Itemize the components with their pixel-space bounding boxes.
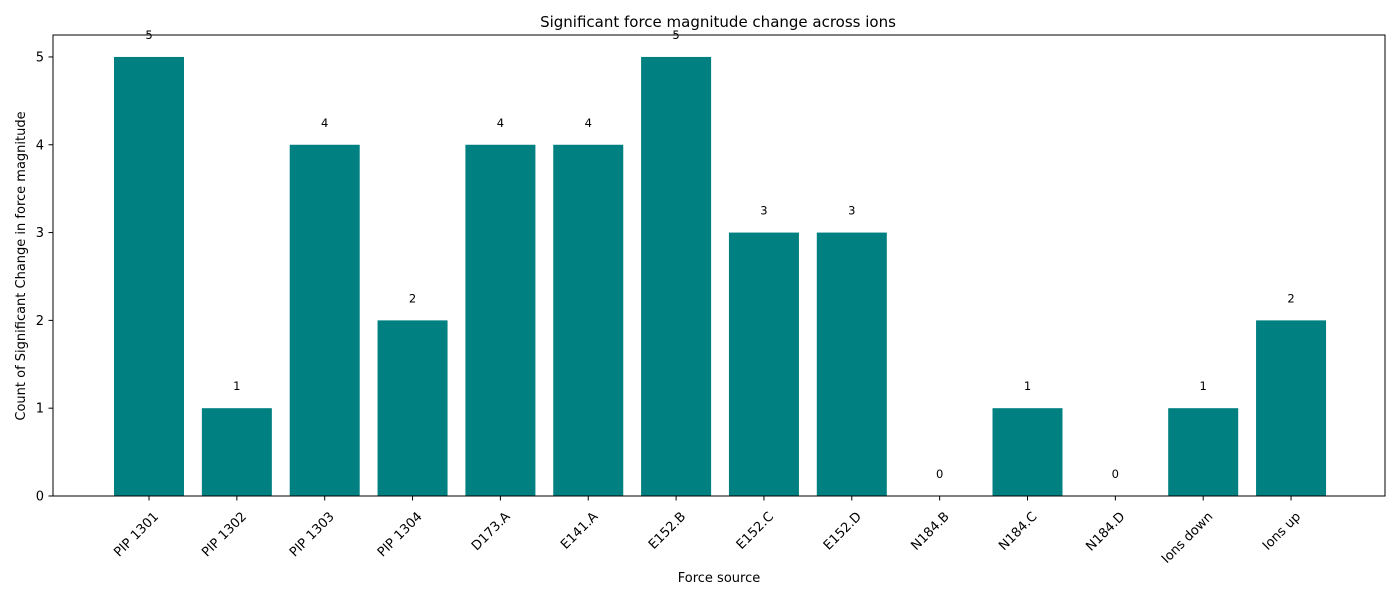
data-label: 4 [497, 116, 504, 130]
x-tick-label: E152.D [821, 509, 865, 553]
bar-d173-a [465, 144, 536, 496]
bar-ions-up [1256, 320, 1327, 496]
x-tick-label: Ions down [1159, 509, 1216, 566]
x-tick-label: E141.A [558, 509, 601, 552]
x-tick-label: PIP 1301 [111, 509, 162, 560]
data-label: 0 [1112, 467, 1119, 481]
data-label: 3 [760, 204, 767, 218]
x-tick-label: N184.C [996, 509, 1040, 553]
bar-pip-1301 [114, 56, 184, 496]
data-label: 2 [1287, 291, 1294, 305]
y-tick-label: 0 [36, 490, 44, 505]
x-tick-label: PIP 1303 [287, 509, 338, 560]
y-tick-label: 4 [36, 138, 44, 153]
data-label: 3 [848, 204, 855, 218]
bar-e141-a [553, 144, 624, 496]
x-tick-label: D173.A [469, 509, 514, 554]
bar-pip-1304 [377, 320, 448, 496]
data-label: 0 [936, 467, 943, 481]
y-tick-label: 3 [36, 226, 44, 241]
data-label: 2 [409, 291, 416, 305]
plot-area-frame [52, 34, 1386, 497]
x-tick-label: Ions up [1260, 509, 1304, 553]
data-label: 1 [233, 379, 240, 393]
x-axis-label: Force source [678, 571, 760, 586]
chart-title: Significant force magnitude change acros… [540, 13, 896, 31]
x-tick-label: E152.B [646, 509, 689, 552]
bar-pip-1302 [201, 408, 272, 496]
y-tick-label: 1 [36, 402, 44, 417]
data-label: 4 [321, 116, 328, 130]
bar-n184-c [992, 408, 1063, 496]
x-tick-label: N184.B [908, 509, 952, 553]
x-tick-label: E152.C [734, 509, 777, 552]
data-label: 1 [1024, 379, 1031, 393]
bar-e152-c [728, 232, 799, 496]
x-tick-label: PIP 1302 [199, 509, 250, 560]
data-label: 4 [585, 116, 592, 130]
y-tick-label: 5 [36, 50, 44, 65]
bar-pip-1303 [289, 144, 360, 496]
x-tick-label: N184.D [1083, 509, 1128, 554]
bar-e152-b [641, 56, 712, 496]
y-axis-label: Count of Significant Change in force mag… [14, 111, 29, 420]
x-tick-label: PIP 1304 [375, 509, 426, 560]
data-label: 1 [1200, 379, 1207, 393]
y-tick-label: 2 [36, 314, 44, 329]
bar-ions-down [1168, 408, 1239, 496]
bar-e152-d [816, 232, 887, 496]
